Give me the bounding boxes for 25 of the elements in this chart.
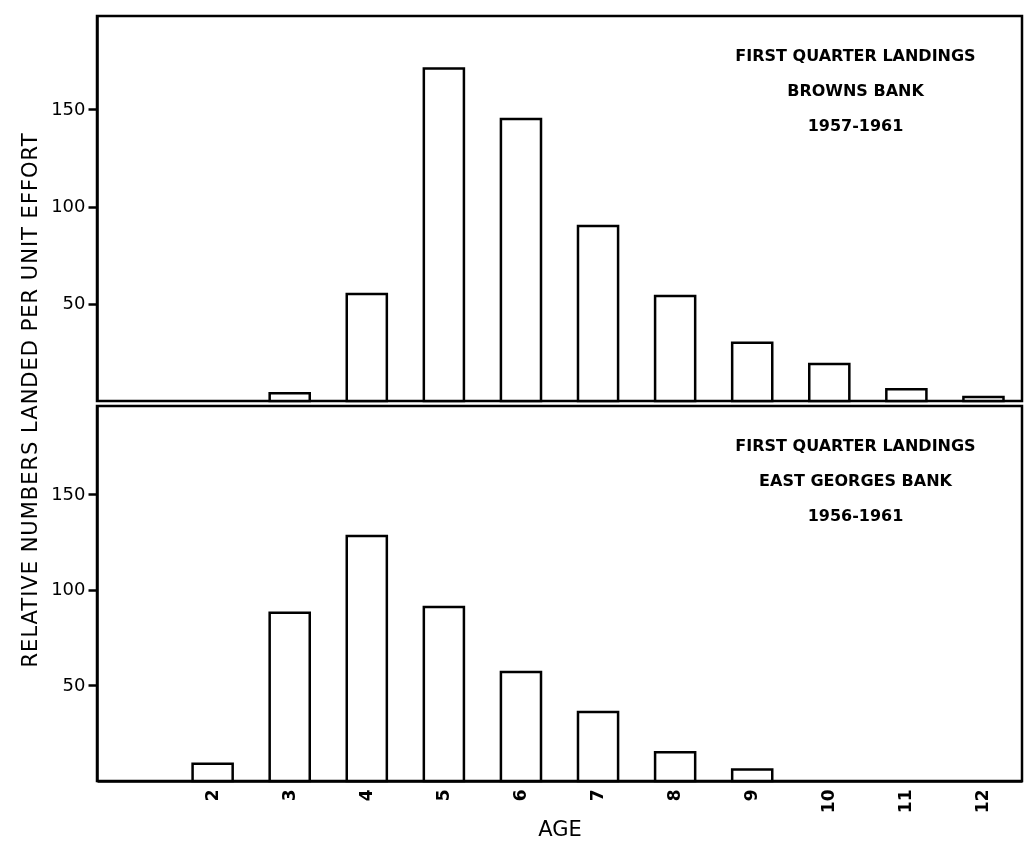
x-tick-label: 6 <box>509 789 530 802</box>
y-tick-label: 100 <box>51 578 86 600</box>
y-tick-label: 50 <box>62 292 86 314</box>
annotation: BROWNS BANK <box>787 81 925 100</box>
annotation: FIRST QUARTER LANDINGS <box>735 436 976 455</box>
y-tick-label: 150 <box>51 482 86 504</box>
annotation: EAST GEORGES BANK <box>759 471 953 490</box>
y-tick-label: 100 <box>51 195 86 217</box>
annotation: 1956-1961 <box>807 506 904 525</box>
x-tick-label: 9 <box>741 789 762 802</box>
x-tick-label: 10 <box>818 789 839 814</box>
y-tick-label: 50 <box>62 673 86 695</box>
x-tick-label: 8 <box>664 789 685 802</box>
x-tick-label: 2 <box>201 789 222 802</box>
x-tick-label: 4 <box>355 789 376 802</box>
x-tick-label: 7 <box>587 789 608 802</box>
annotation: 1957-1961 <box>807 116 904 135</box>
x-axis-title: AGE <box>538 817 582 842</box>
y-axis-title: RELATIVE NUMBERS LANDED PER UNIT EFFORT <box>18 132 42 668</box>
y-tick-label: 150 <box>51 97 86 119</box>
x-tick-label: 12 <box>972 789 993 814</box>
annotation: FIRST QUARTER LANDINGS <box>735 46 976 65</box>
x-tick-label: 5 <box>432 789 453 802</box>
x-tick-label: 11 <box>895 789 916 814</box>
x-tick-label: 3 <box>278 789 299 802</box>
